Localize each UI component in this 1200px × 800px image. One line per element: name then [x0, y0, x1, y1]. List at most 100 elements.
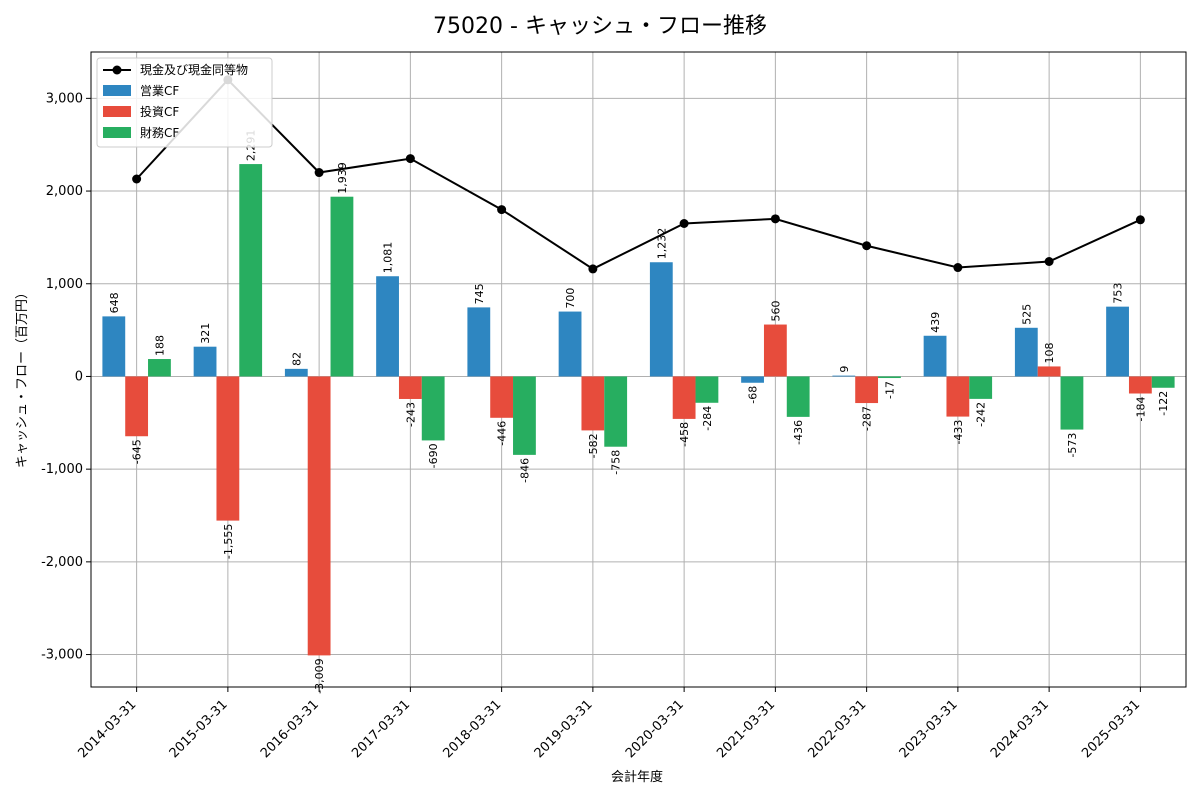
- bar-value-label: 9: [838, 366, 851, 373]
- legend-swatch: [103, 85, 131, 96]
- x-tick-label: 2020-03-31: [623, 697, 687, 761]
- bar-value-label: 525: [1020, 304, 1033, 325]
- bar-1: [1037, 366, 1061, 377]
- bar-value-label: 188: [153, 335, 166, 356]
- bar-0: [832, 375, 856, 377]
- bar-value-label: -582: [587, 433, 600, 458]
- bar-value-label: -284: [701, 406, 714, 431]
- legend-label: 投資CF: [140, 104, 179, 119]
- bar-value-label: -573: [1066, 433, 1079, 458]
- bar-1: [946, 376, 970, 417]
- bar-1: [763, 324, 787, 377]
- legend-swatch: [103, 106, 131, 117]
- cash-point: [314, 168, 324, 178]
- bar-1: [581, 376, 605, 431]
- bar-1: [125, 376, 149, 437]
- cash-point: [497, 205, 507, 215]
- bar-0: [741, 376, 764, 383]
- bar-0: [1014, 327, 1038, 377]
- x-tick-label: 2023-03-31: [897, 697, 961, 761]
- y-tick-label: -2,000: [41, 555, 83, 570]
- bar-2: [878, 376, 901, 379]
- bar-value-label: 321: [199, 323, 212, 344]
- bar-1: [490, 376, 514, 418]
- bar-2: [421, 376, 445, 441]
- cash-point: [770, 214, 780, 224]
- bar-value-label: -243: [404, 402, 417, 427]
- bar-value-label: -846: [518, 458, 531, 483]
- bar-2: [604, 376, 628, 447]
- bar-value-label: 560: [769, 301, 782, 322]
- x-tick-label: 2019-03-31: [532, 697, 596, 761]
- legend-box: [96, 57, 273, 148]
- bar-value-label: -184: [1134, 397, 1147, 422]
- legend-label: 営業CF: [140, 84, 179, 98]
- bar-0: [467, 307, 491, 377]
- x-tick-label: 2022-03-31: [805, 697, 869, 761]
- bar-value-label: -436: [792, 420, 805, 445]
- bar-value-label: 82: [290, 352, 303, 366]
- bar-value-label: 108: [1043, 342, 1056, 363]
- bar-value-label: -17: [883, 381, 896, 399]
- bar-2: [239, 164, 263, 377]
- bar-value-label: 1,939: [336, 162, 349, 194]
- bar-2: [695, 376, 719, 403]
- bar-2: [1060, 376, 1084, 430]
- cash-line: [135, 78, 1141, 271]
- bar-1: [855, 376, 879, 404]
- y-tick-label: 2,000: [46, 184, 83, 199]
- cash-point: [1135, 215, 1145, 225]
- bar-0: [649, 262, 673, 377]
- bar-1: [1128, 376, 1152, 394]
- x-tick-label: 2021-03-31: [714, 697, 778, 761]
- bar-0: [102, 316, 126, 377]
- bar-value-label: 753: [1112, 283, 1125, 304]
- bar-2: [513, 376, 536, 455]
- bar-value-label: -242: [975, 402, 988, 427]
- x-tick-label: 2014-03-31: [75, 697, 139, 761]
- bar-value-label: -1,555: [222, 524, 235, 559]
- cash-point: [132, 174, 142, 184]
- legend-label: 財務CF: [140, 125, 179, 140]
- legend-line-marker: [112, 65, 122, 75]
- chart-title: 75020 - キャッシュ・フロー推移: [433, 14, 767, 39]
- bar-0: [376, 276, 399, 377]
- legend-swatch: [103, 127, 131, 138]
- bar-value-label: -433: [952, 420, 965, 445]
- bar-value-label: -690: [427, 443, 440, 468]
- bar-series-group: [102, 164, 1175, 656]
- x-axis-label: 会計年度: [611, 769, 663, 785]
- y-tick-label: -1,000: [41, 462, 83, 477]
- bar-2: [1151, 376, 1175, 388]
- x-tick-label: 2017-03-31: [349, 697, 413, 761]
- x-tick-label: 2018-03-31: [440, 697, 504, 761]
- bar-0: [558, 311, 582, 377]
- bar-value-label: 439: [929, 312, 942, 333]
- y-tick-label: 0: [75, 369, 83, 384]
- bar-value-label: 1,232: [655, 228, 668, 260]
- plot-frame: [90, 51, 1187, 688]
- bar-1: [216, 376, 240, 521]
- y-tick-label: -3,000: [41, 648, 83, 663]
- legend-label: 現金及び現金同等物: [140, 62, 248, 77]
- bar-value-label: -3,009: [313, 658, 326, 693]
- cash-point: [1044, 257, 1054, 267]
- x-tick-label: 2025-03-31: [1079, 697, 1143, 761]
- x-tick-label: 2016-03-31: [258, 697, 322, 761]
- bar-2: [148, 359, 171, 377]
- cash-point: [862, 241, 872, 251]
- bar-2: [969, 376, 993, 399]
- bar-value-label: -446: [496, 421, 509, 446]
- bar-1: [672, 376, 696, 419]
- bar-1: [307, 376, 331, 656]
- cash-point: [679, 218, 689, 228]
- bar-value-label: 648: [108, 292, 121, 313]
- bar-0: [923, 335, 947, 377]
- bar-0: [1106, 306, 1129, 377]
- bar-1: [398, 376, 422, 399]
- cash-line-group: [132, 75, 1145, 274]
- x-tick-label: 2024-03-31: [988, 697, 1052, 761]
- bar-value-label: -122: [1157, 391, 1170, 416]
- y-tick-label: 3,000: [46, 91, 83, 106]
